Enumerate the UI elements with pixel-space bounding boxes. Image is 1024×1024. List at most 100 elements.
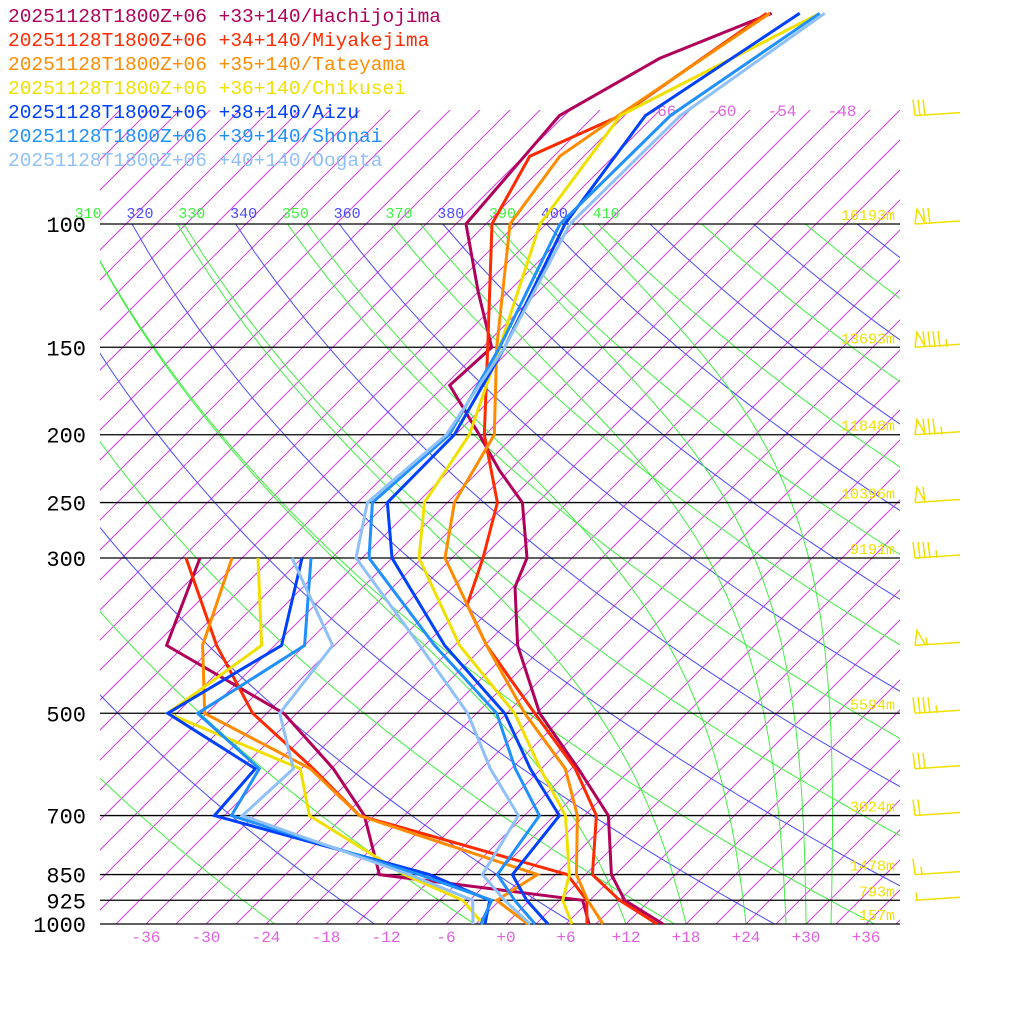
temperature-profile-line: [443, 12, 771, 925]
wind-barb-flag: [927, 207, 931, 225]
isotherm-line: [926, 110, 1024, 924]
temperature-tick-label: -12: [372, 929, 401, 947]
height-label: 10396m: [841, 487, 895, 504]
theta-label: 370: [385, 206, 412, 223]
pressure-tick-label: 200: [46, 425, 86, 450]
isotherm-line: [625, 649, 900, 924]
temperature-tick-label: +36: [852, 929, 881, 947]
legend-entry: 20251128T1800Z+06 +38+140/Aizu: [8, 102, 360, 124]
dry-adiabat-line: [235, 224, 900, 788]
isotherm-line: [100, 110, 661, 671]
isotherm-line: [475, 499, 900, 924]
wind-barb-flag: [917, 752, 921, 769]
dry-adiabat-line: [597, 224, 900, 468]
dewpoint-profile-line: [239, 557, 475, 925]
isotherm-line: [100, 110, 271, 281]
wind-barb-flag: [912, 858, 916, 875]
height-label: 1478m: [850, 859, 895, 876]
dry-adiabat-line: [804, 224, 900, 300]
height-label: 793m: [859, 884, 895, 901]
wind-barb-flag: [922, 207, 926, 225]
isotherm-line: [100, 110, 751, 761]
temperature-profile-line: [354, 12, 826, 926]
wind-barb-pennant: [914, 628, 926, 646]
dry-adiabat-line: [100, 777, 275, 924]
theta-label: 360: [334, 206, 361, 223]
pressure-tick-label: 925: [46, 890, 86, 915]
isotherm-label: -54: [768, 103, 797, 121]
wind-barb-shaft: [914, 343, 961, 349]
wind-barb-flag: [917, 541, 921, 559]
isotherm-line: [235, 259, 900, 924]
isotherm-line: [295, 319, 900, 924]
wind-barb-flag: [927, 697, 931, 714]
dewpoint-profile-line: [164, 557, 591, 925]
wind-barb-flag: [912, 99, 916, 116]
dry-adiabat-line: [856, 224, 900, 259]
isotherm-line: [325, 349, 900, 924]
temperature-tick-label: +6: [556, 929, 575, 947]
temperature-tick-label: +30: [792, 929, 821, 947]
isotherm-line: [100, 110, 421, 431]
isotherm-line: [100, 110, 451, 461]
wind-barb-flag: [922, 752, 926, 769]
temperature-tick-label: +0: [496, 929, 515, 947]
wind-barb-flag: [917, 99, 921, 116]
wind-barb-pennant: [914, 206, 926, 225]
isotherm-line: [655, 679, 900, 924]
theta-label: 410: [593, 206, 620, 223]
wind-barb-shaft: [914, 641, 961, 647]
temperature-profile-line: [447, 11, 773, 926]
wind-barb-flag: [922, 331, 926, 348]
temperature-tick-label: -30: [192, 929, 221, 947]
wind-barb-flag: [932, 418, 936, 435]
wind-barb-half-flag: [915, 892, 918, 901]
isotherm-line: [505, 529, 900, 924]
wind-barb-flag: [932, 331, 936, 348]
isotherm-line: [745, 769, 900, 924]
pressure-tick-label: 300: [46, 548, 86, 573]
theta-label: 310: [75, 206, 102, 223]
dry-adiabat-line: [442, 224, 900, 600]
temperature-profile-line: [417, 11, 821, 925]
moist-adiabat-line: [100, 260, 627, 924]
moist-adiabat-line: [582, 224, 833, 924]
wind-barb-flag: [922, 418, 926, 435]
wind-barbs: [912, 99, 961, 902]
theta-label: 400: [541, 206, 568, 223]
wind-barb-flag: [927, 541, 931, 559]
wind-barb-pennant: [914, 417, 926, 435]
isotherm-line: [265, 289, 900, 924]
isotherm-line: [100, 110, 541, 551]
legend-entry: 20251128T1800Z+06 +35+140/Tateyama: [8, 54, 406, 76]
dry-adiabat-line: [701, 224, 900, 383]
wind-barb-shaft: [914, 498, 961, 504]
temperature-tick-label: -36: [132, 929, 161, 947]
dry-adiabat-line: [546, 224, 900, 512]
isotherm-line: [355, 379, 900, 924]
dry-adiabat-line: [753, 224, 900, 341]
isotherm-line: [100, 110, 511, 521]
legend-entry: 20251128T1800Z+06 +34+140/Miyakejima: [8, 30, 430, 52]
height-label: 11848m: [841, 419, 895, 436]
pressure-tick-label: 150: [46, 337, 86, 362]
dewpoint-profile-line: [201, 557, 541, 926]
wind-barb-half-flag: [925, 637, 928, 646]
theta-label: 320: [126, 206, 153, 223]
isotherm-line: [100, 110, 481, 491]
isotherm-line: [100, 110, 301, 311]
isotherm-line: [100, 110, 871, 881]
isotherm-line: [100, 110, 571, 581]
wind-barb-flag: [922, 99, 926, 116]
isotherm-line: [775, 799, 900, 924]
wind-barb-flag: [927, 418, 931, 435]
isotherm-line: [956, 110, 1024, 924]
wind-barb-half-flag: [945, 339, 948, 348]
theta-label: 380: [437, 206, 464, 223]
temperature-tick-label: +24: [732, 929, 761, 947]
height-label: 9191m: [850, 542, 895, 559]
isotherm-line: [145, 169, 900, 924]
wind-barb-half-flag: [940, 426, 943, 435]
wind-barb-half-flag: [935, 549, 938, 559]
